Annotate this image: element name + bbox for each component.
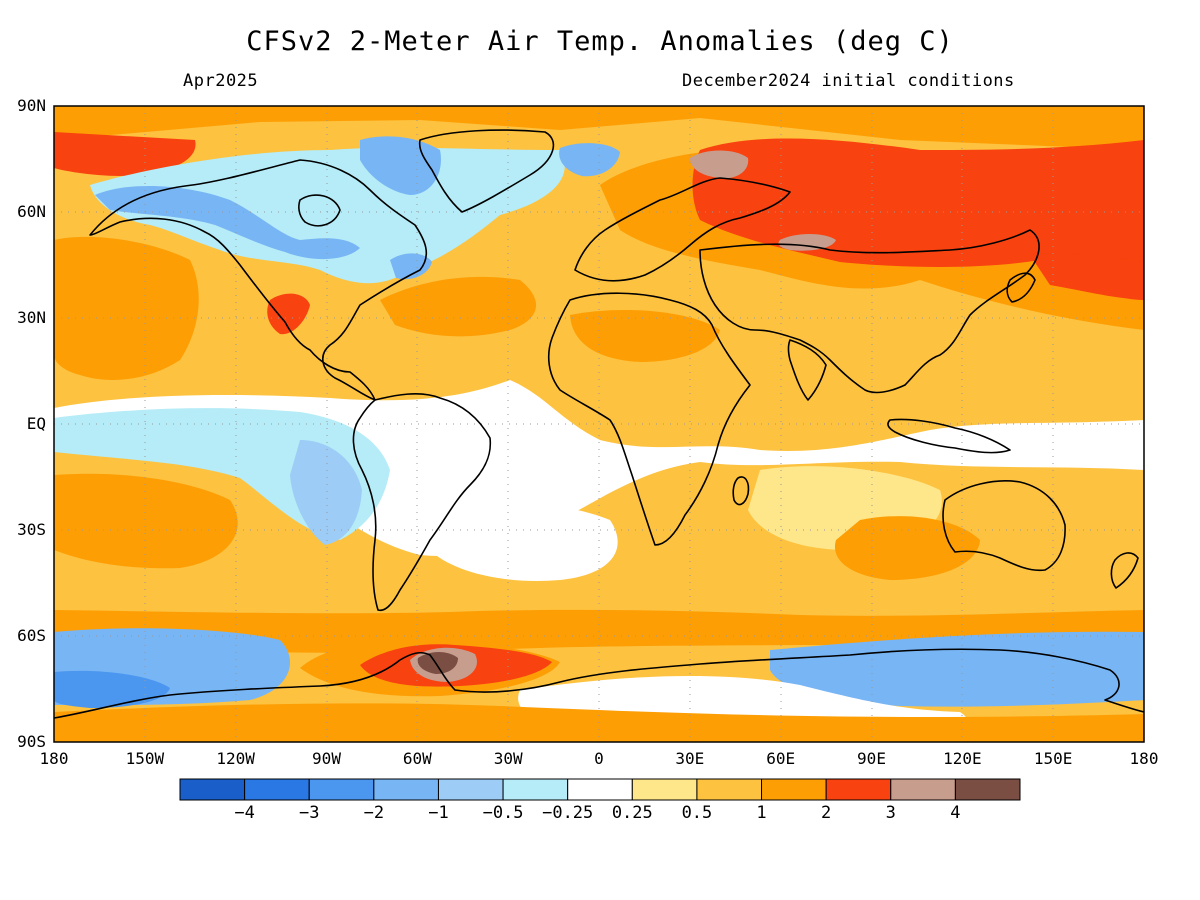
colorbar-swatch bbox=[308, 778, 375, 801]
lon-label: 90W bbox=[312, 749, 341, 768]
lon-label: 150W bbox=[125, 749, 165, 768]
lat-label: 60S bbox=[17, 626, 46, 645]
colorbar-swatch bbox=[761, 778, 827, 801]
coast-australia bbox=[942, 480, 1066, 572]
colorbar-swatch bbox=[502, 778, 569, 801]
forecast-month: Apr2025 bbox=[183, 71, 259, 91]
colorbar-tick-label: −0.25 bbox=[542, 803, 594, 823]
colorbar-swatch bbox=[696, 778, 763, 801]
colorbar-swatch bbox=[954, 778, 1021, 801]
region-mexico-hot bbox=[267, 293, 310, 335]
colorbar-tick-label: −3 bbox=[298, 803, 320, 823]
region-sahara-warm bbox=[570, 310, 720, 362]
colorbar-swatch bbox=[890, 778, 956, 801]
lon-label: 150E bbox=[1033, 749, 1073, 768]
coast-madagascar bbox=[732, 476, 750, 506]
colorbar-swatch bbox=[179, 778, 246, 801]
map-frame bbox=[53, 105, 1145, 743]
region-canada-cold bbox=[95, 185, 360, 260]
region-south-indian-warm bbox=[834, 516, 980, 580]
chart-title: CFSv2 2-Meter Air Temp. Anomalies (deg C… bbox=[246, 26, 954, 57]
region-east-antarctic-colder bbox=[1080, 666, 1144, 701]
colorbar-tick-label: −1 bbox=[428, 803, 449, 823]
colorbar bbox=[179, 778, 1021, 801]
colorbar-swatch bbox=[244, 778, 310, 801]
lon-label: 120W bbox=[216, 749, 255, 768]
region-siberia-hot bbox=[692, 138, 1144, 300]
coast-indonesia bbox=[887, 418, 1011, 454]
lon-label: 0 bbox=[594, 749, 604, 768]
lat-label: 90N bbox=[17, 96, 46, 115]
colorbar-tick-label: −0.5 bbox=[482, 803, 524, 823]
region-east-antarctic-cold bbox=[770, 631, 1144, 707]
colorbar-swatch bbox=[373, 778, 439, 801]
coast-north-america bbox=[89, 159, 428, 401]
coast-africa bbox=[547, 292, 751, 546]
colorbar-tick-label: 1 bbox=[756, 803, 767, 823]
coastlines bbox=[54, 129, 1144, 719]
colorbar-swatch bbox=[631, 778, 698, 801]
region-north-atlantic-hot bbox=[54, 132, 196, 176]
region-newfoundland-cold bbox=[390, 253, 432, 280]
colorbar-tick-label: 0.5 bbox=[681, 803, 713, 823]
lat-label: 30N bbox=[17, 308, 46, 327]
lon-label: 90E bbox=[857, 749, 886, 768]
colorbar-swatch bbox=[825, 778, 892, 801]
initial-conditions: December2024 initial conditions bbox=[682, 71, 1015, 91]
lat-label: 60N bbox=[17, 202, 46, 221]
lat-label: EQ bbox=[26, 414, 46, 433]
lat-label: 30S bbox=[17, 520, 46, 539]
region-south-atlantic-neutral bbox=[430, 505, 618, 581]
coast-south-america bbox=[352, 393, 492, 612]
region-kara-max bbox=[778, 234, 836, 251]
coast-europe bbox=[574, 177, 791, 282]
colorbar-swatch bbox=[437, 778, 504, 801]
coast-japan bbox=[1006, 272, 1036, 303]
region-arctic-warm bbox=[54, 106, 1144, 150]
lon-label: 60W bbox=[402, 749, 432, 768]
lon-label: 120E bbox=[943, 749, 982, 768]
map-gridlines bbox=[54, 106, 1144, 742]
region-atlantic-warm-band bbox=[380, 276, 537, 337]
colorbar-tick-label: −4 bbox=[234, 803, 255, 823]
region-weddell-extreme bbox=[417, 652, 458, 674]
coast-hudson-bay bbox=[298, 194, 341, 227]
region-east-siberia-hot bbox=[1030, 252, 1144, 300]
colorbar-tick-label: −2 bbox=[363, 803, 385, 823]
colorbar-tick-label: 4 bbox=[950, 803, 961, 823]
coast-india bbox=[787, 339, 827, 401]
lat-label: 90S bbox=[17, 732, 46, 751]
colorbar-tick-label: 2 bbox=[821, 803, 832, 823]
map-field bbox=[54, 106, 1144, 742]
lon-label: 180 bbox=[1129, 749, 1159, 768]
coast-asia bbox=[699, 229, 1040, 394]
lon-label: 30E bbox=[675, 749, 705, 768]
colorbar-tick-label: 3 bbox=[885, 803, 896, 823]
region-pacific-warm bbox=[54, 236, 199, 380]
region-russia-max bbox=[690, 150, 749, 179]
colorbar-tick-label: 0.25 bbox=[611, 803, 653, 823]
region-peru-cool bbox=[290, 440, 362, 545]
region-greenland-cold-2 bbox=[559, 143, 620, 177]
coast-greenland bbox=[418, 129, 555, 213]
lon-label: 30W bbox=[493, 749, 523, 768]
region-south-pacific-warm bbox=[54, 473, 238, 569]
colorbar-swatch bbox=[567, 778, 633, 801]
lon-label: 180 bbox=[39, 749, 69, 768]
coast-antarctica bbox=[54, 648, 1144, 719]
region-ross-cold bbox=[54, 670, 170, 708]
lon-label: 60E bbox=[766, 749, 796, 768]
coast-new-zealand bbox=[1110, 552, 1139, 589]
